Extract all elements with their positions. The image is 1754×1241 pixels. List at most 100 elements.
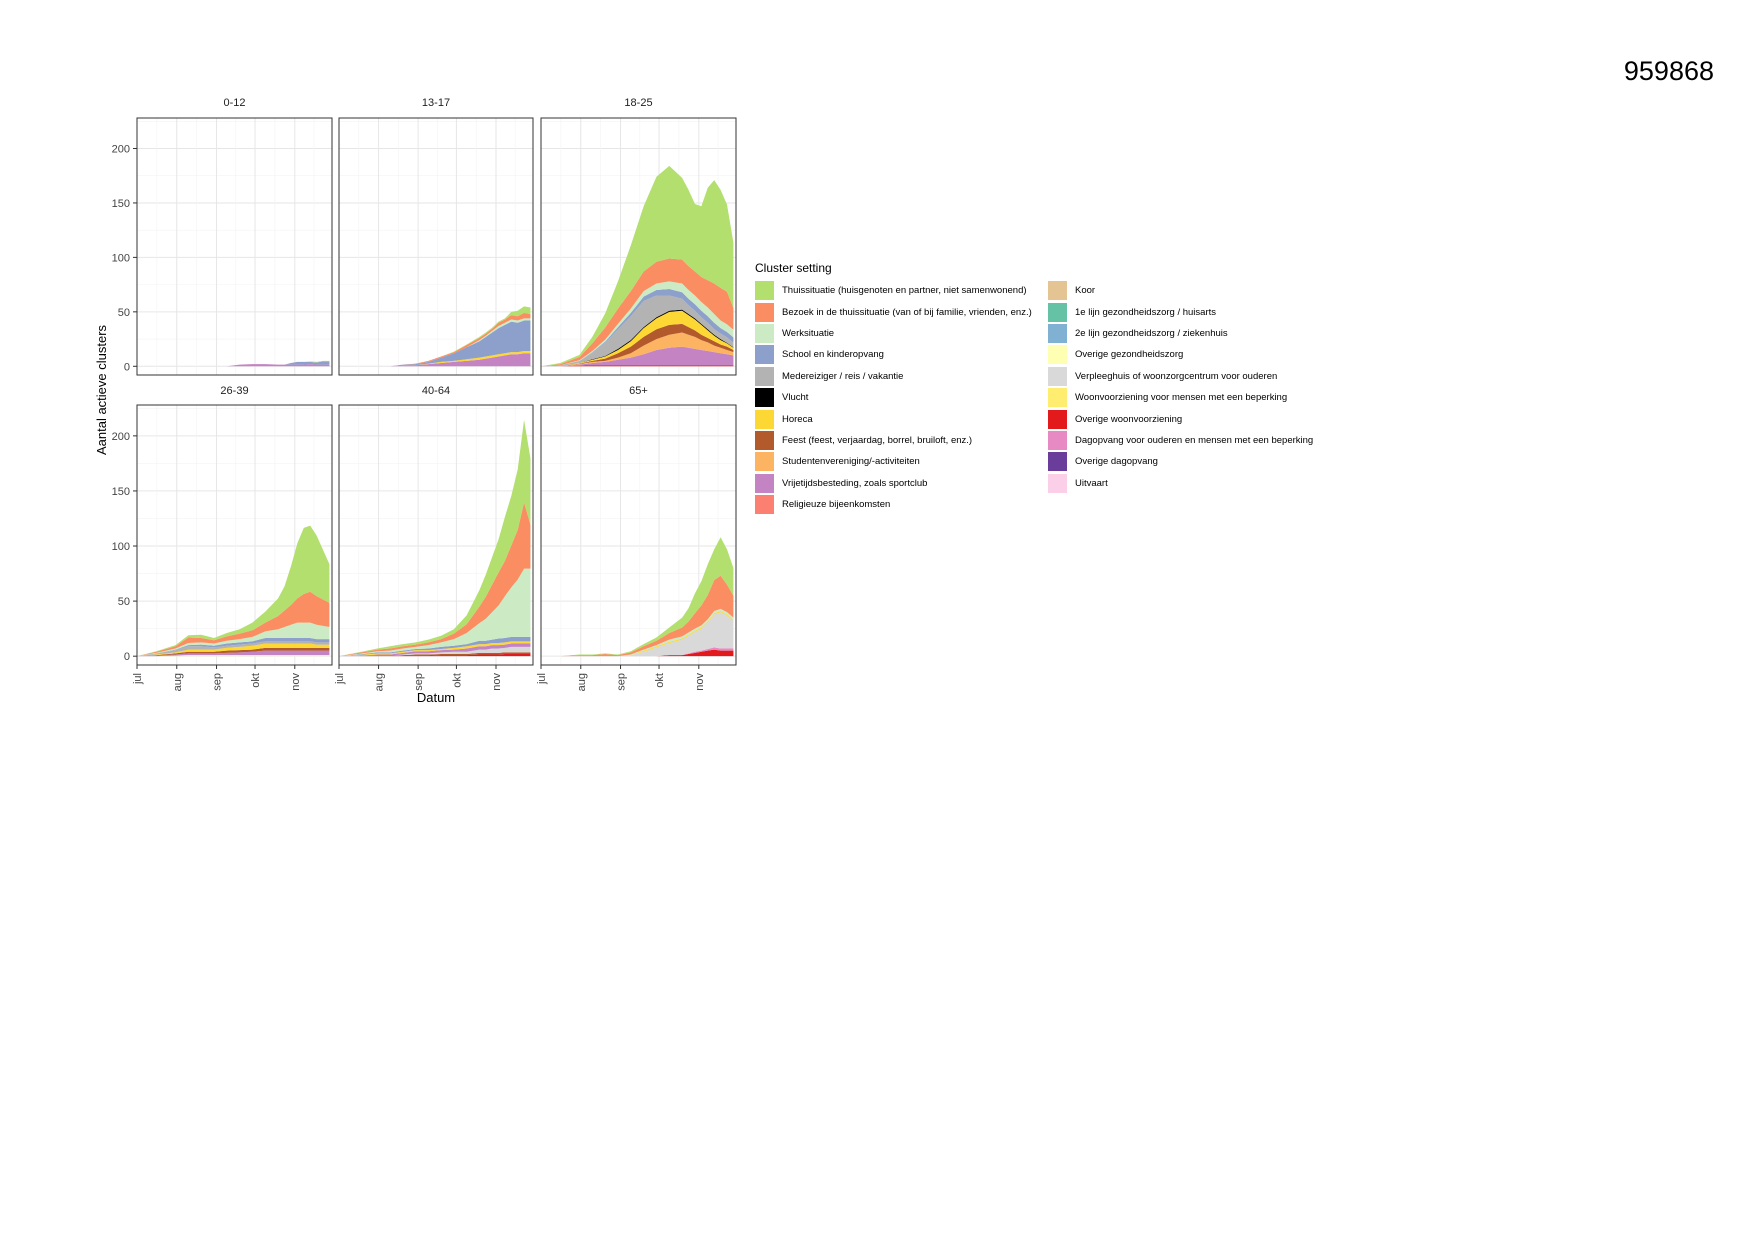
- x-tick-label: okt: [250, 673, 262, 688]
- area-vrijetijdsbesteding-zoals-sportclub: [339, 643, 531, 657]
- legend-item: Thuissituatie (huisgenoten en partner, n…: [755, 280, 1048, 301]
- legend-label: 2e lijn gezondheidszorg / ziekenhuis: [1075, 327, 1228, 339]
- legend-swatch: [755, 388, 774, 408]
- legend-swatch: [755, 430, 774, 450]
- x-axis-label: Datum: [417, 690, 455, 705]
- legend-label: Religieuze bijeenkomsten: [782, 499, 891, 511]
- y-tick-label: 200: [112, 143, 130, 155]
- area-bezoek-in-de-thuissituatie-van-of-bij-familie-vrienden-enz: [339, 502, 531, 657]
- area-overige-woonvoorziening: [541, 649, 734, 657]
- area-school-en-kinderopvang: [137, 361, 330, 367]
- legend-swatch: [1048, 388, 1067, 408]
- area-thuissituatie-huisgenoten-en-partner-niet-samenwonend: [137, 360, 330, 367]
- area-horeca: [339, 351, 531, 367]
- area-thuissituatie-huisgenoten-en-partner-niet-samenwonend: [137, 525, 330, 657]
- legend-swatch: [755, 409, 774, 429]
- x-tick-label: jul: [536, 673, 548, 685]
- panel-title: 0-12: [223, 97, 245, 109]
- area-studentenvereniging-activiteiten: [541, 332, 734, 367]
- legend-label: School en kinderopvang: [782, 349, 884, 361]
- faceted-stacked-area-chart: Aantal actieve clusters Datum 0-12 0 50 100…: [94, 97, 737, 705]
- legend-swatch: [1048, 473, 1067, 493]
- area-school-en-kinderopvang: [339, 320, 531, 367]
- area-bezoek-in-de-thuissituatie-van-of-bij-familie-vrienden-enz: [339, 312, 531, 367]
- area-horeca: [541, 310, 734, 367]
- legend-item: Feest (feest, verjaardag, borrel, bruilo…: [755, 430, 1048, 451]
- legend-item: Koor: [1048, 280, 1348, 301]
- legend-swatch: [1048, 452, 1067, 472]
- area-thuissituatie-huisgenoten-en-partner-niet-samenwonend: [339, 419, 531, 657]
- panel-title: 65+: [629, 385, 648, 397]
- x-tick-label: sep: [413, 673, 425, 691]
- legend-label: Dagopvang voor ouderen en mensen met een…: [1075, 434, 1314, 446]
- area-overige-woonvoorziening: [541, 365, 734, 367]
- x-tick-label: nov: [290, 673, 302, 691]
- panel-border: [338, 117, 534, 376]
- legend-swatch: [755, 366, 774, 386]
- legend-label: Woonvoorziening voor mensen met een bepe…: [1075, 392, 1288, 404]
- panel-border: [540, 404, 737, 666]
- panel-40-64: 40-64 jul aug sep okt nov: [334, 385, 534, 691]
- area-thuissituatie-huisgenoten-en-partner-niet-samenwonend: [541, 165, 734, 367]
- legend-label: Overige dagopvang: [1075, 456, 1158, 468]
- legend-item: Horeca: [755, 408, 1048, 429]
- panel-border: [136, 117, 333, 376]
- legend-label: Horeca: [782, 413, 813, 425]
- x-tick-label: okt: [654, 673, 666, 688]
- panel-title: 18-25: [624, 97, 652, 109]
- legend-item: Overige gezondheidszorg: [1048, 344, 1348, 365]
- panel-18-25: 18-25: [540, 97, 737, 376]
- legend-item: Dagopvang voor ouderen en mensen met een…: [1048, 430, 1348, 451]
- legend-item: Woonvoorziening voor mensen met een bepe…: [1048, 387, 1348, 408]
- panel-border: [136, 404, 333, 666]
- legend-item: Religieuze bijeenkomsten: [755, 494, 1048, 515]
- legend-item: Werksituatie: [755, 323, 1048, 344]
- legend-item: 2e lijn gezondheidszorg / ziekenhuis: [1048, 323, 1348, 344]
- y-tick-label: 100: [112, 541, 130, 553]
- legend-items: Thuissituatie (huisgenoten en partner, n…: [755, 280, 1375, 515]
- legend-label: Overige woonvoorziening: [1075, 413, 1183, 425]
- legend-swatch: [755, 495, 774, 515]
- panel-border: [338, 404, 534, 666]
- area-bezoek-in-de-thuissituatie-van-of-bij-familie-vrienden-enz: [541, 258, 734, 367]
- area-bezoek-in-de-thuissituatie-van-of-bij-familie-vrienden-enz: [137, 591, 330, 657]
- legend-swatch: [1048, 281, 1067, 301]
- legend-label: Bezoek in de thuissituatie (van of bij f…: [782, 306, 1032, 318]
- legend-label: Werksituatie: [782, 327, 835, 339]
- panel-border: [540, 117, 737, 376]
- legend-label: Overige gezondheidszorg: [1075, 349, 1184, 361]
- legend-item: Uitvaart: [1048, 473, 1348, 494]
- area-werksituatie: [137, 622, 330, 657]
- legend-swatch: [1048, 430, 1067, 450]
- legend-item: Vrijetijdsbesteding, zoals sportclub: [755, 473, 1048, 494]
- legend-label: 1e lijn gezondheidszorg / huisarts: [1075, 306, 1217, 318]
- area-horeca: [137, 643, 330, 657]
- legend-swatch: [1048, 409, 1067, 429]
- legend-swatch: [755, 345, 774, 365]
- area-thuissituatie-huisgenoten-en-partner-niet-samenwonend: [541, 537, 734, 657]
- panel-0-12: 0-12 0 50 100 150 200: [112, 97, 333, 376]
- legend-item: School en kinderopvang: [755, 344, 1048, 365]
- x-tick-label: aug: [374, 673, 386, 691]
- legend-swatch: [1048, 366, 1067, 386]
- panel-13-17: 13-17: [338, 97, 534, 376]
- legend-label: Uitvaart: [1075, 477, 1108, 489]
- area-vrijetijdsbesteding-zoals-sportclub: [541, 346, 734, 367]
- legend-label: Medereiziger / reis / vakantie: [782, 370, 904, 382]
- panel-26-39: 26-39 0 50 100 150 200 jul aug sep okt nov: [112, 385, 333, 691]
- x-tick-label: nov: [694, 673, 706, 691]
- area-feest-feest-verjaardag-borrel-bruiloft-enz: [137, 647, 330, 657]
- y-tick-label: 0: [124, 651, 130, 663]
- document-id: 959868: [1623, 56, 1714, 86]
- legend-label: Vrijetijdsbesteding, zoals sportclub: [782, 477, 928, 489]
- panel-title: 13-17: [422, 97, 450, 109]
- legend-swatch: [1048, 302, 1067, 322]
- legend-swatch: [755, 473, 774, 493]
- area-verpleeghuis-of-woonzorgcentrum-voor-ouderen: [541, 612, 734, 657]
- legend-item: Overige dagopvang: [1048, 451, 1348, 472]
- legend-item: Bezoek in de thuissituatie (van of bij f…: [755, 301, 1048, 322]
- legend-item: Medereiziger / reis / vakantie: [755, 366, 1048, 387]
- legend-label: Vlucht: [782, 392, 809, 404]
- legend-label: Koor: [1075, 285, 1096, 297]
- area-thuissituatie-huisgenoten-en-partner-niet-samenwonend: [339, 306, 531, 367]
